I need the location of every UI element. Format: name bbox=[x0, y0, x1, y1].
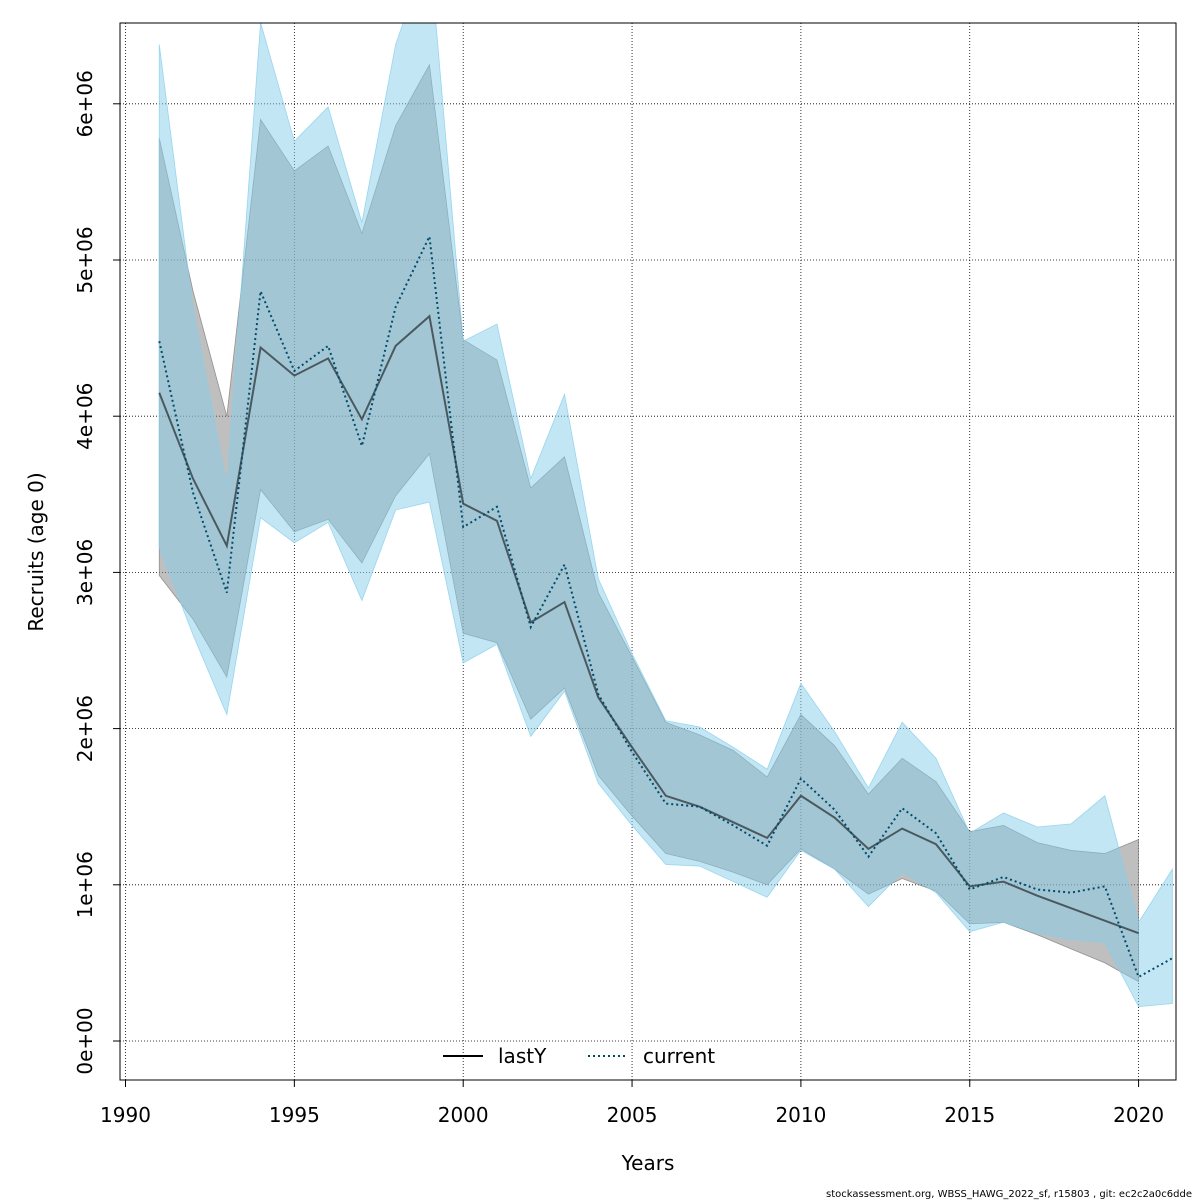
x-tick-label: 1995 bbox=[269, 1103, 320, 1127]
x-tick-label: 2000 bbox=[438, 1103, 489, 1127]
plot-frame bbox=[119, 22, 1177, 1081]
x-tick-label: 1990 bbox=[100, 1103, 151, 1127]
y-tick-label: 5e+06 bbox=[73, 226, 97, 293]
x-axis: 1990 1995 2000 2005 2010 2015 2020 bbox=[100, 1080, 1164, 1127]
x-tick-label: 2020 bbox=[1113, 1103, 1164, 1127]
x-tick-label: 2015 bbox=[944, 1103, 995, 1127]
x-axis-title: Years bbox=[621, 1151, 675, 1175]
y-tick-label: 2e+06 bbox=[73, 695, 97, 762]
y-tick-label: 4e+06 bbox=[73, 383, 97, 450]
y-tick-label: 1e+06 bbox=[73, 851, 97, 918]
band-current bbox=[158, 23, 1173, 1008]
footer-note: stockassessment.org, WBSS_HAWG_2022_sf, … bbox=[826, 1189, 1192, 1200]
legend-label-lastY: lastY bbox=[498, 1044, 547, 1068]
y-tick-label: 3e+06 bbox=[73, 539, 97, 606]
y-axis-title: Recruits (age 0) bbox=[24, 472, 48, 631]
y-axis: 0e+00 1e+06 2e+06 3e+06 4e+06 5e+06 6e+06 bbox=[73, 70, 120, 1075]
y-tick-label: 0e+00 bbox=[73, 1007, 97, 1074]
x-tick-label: 2005 bbox=[607, 1103, 658, 1127]
confidence-bands bbox=[158, 23, 1173, 1008]
y-tick-label: 6e+06 bbox=[73, 70, 97, 137]
x-tick-label: 2010 bbox=[775, 1103, 826, 1127]
legend-label-current: current bbox=[643, 1044, 715, 1068]
series-lines bbox=[158, 233, 1173, 979]
line-lastY bbox=[158, 314, 1139, 935]
legend: lastY current bbox=[443, 1044, 715, 1068]
